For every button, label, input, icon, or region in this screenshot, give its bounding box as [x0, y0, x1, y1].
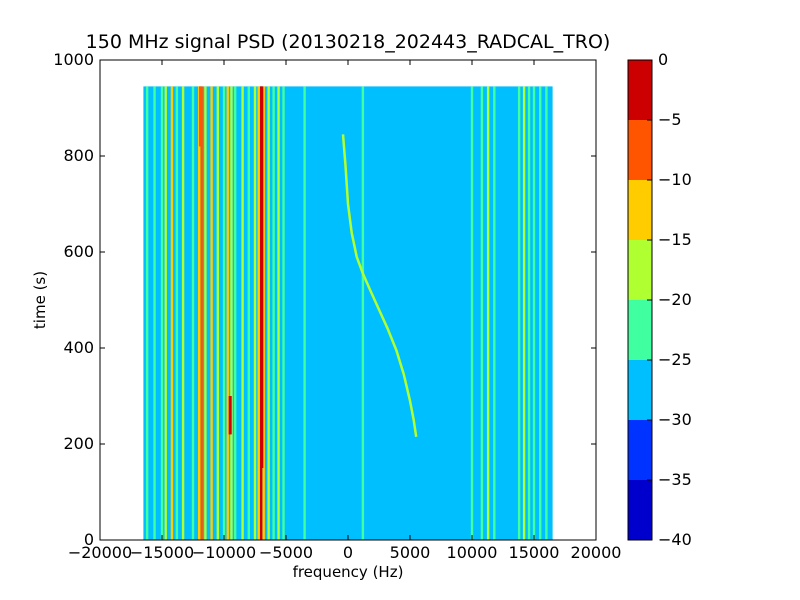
colorbar-tick-label: −20: [658, 290, 692, 309]
x-axis: −20000−15000−10000 −5000 0 5000 10000 15000 20…: [68, 60, 622, 562]
spectral-line: [282, 86, 285, 541]
spectral-line: [517, 86, 521, 541]
x-tick-label: 5000: [390, 543, 431, 562]
x-tick-label: −20000: [68, 543, 132, 562]
spectral-line: [226, 86, 229, 541]
colorbar-band: [628, 360, 652, 420]
y-tick-label: 0: [84, 530, 94, 549]
signal-track: [341, 134, 418, 437]
spectral-line: [361, 86, 365, 541]
colorbar-tick-label: −5: [658, 110, 682, 129]
y-tick-label: 1000: [53, 50, 94, 69]
spectral-line: [470, 86, 474, 541]
colorbar-band: [628, 240, 652, 300]
spectral-line: [153, 86, 156, 541]
spectral-line: [262, 86, 265, 541]
colorbar-band: [628, 120, 652, 180]
spectral-line: [175, 86, 179, 541]
spectral-line: [233, 86, 237, 541]
x-axis-label: frequency (Hz): [293, 563, 404, 581]
spectral-line: [253, 86, 257, 541]
spectral-line: [200, 86, 203, 541]
spectral-line: [522, 86, 526, 541]
colorbar-band: [628, 420, 652, 480]
spectral-line: [486, 86, 490, 541]
spectral-line: [216, 86, 219, 541]
spectral-line: [493, 86, 496, 541]
spectral-line: [191, 86, 195, 541]
colorbar: 0 −5 −10 −15 −20 −25 −30 −35 −40: [627, 50, 692, 549]
y-tick-label: 800: [63, 146, 94, 165]
colorbar-tick-label: −35: [658, 470, 692, 489]
x-tick-label: −15000: [130, 543, 194, 562]
spectral-line: [181, 86, 185, 541]
x-tick-label: −5000: [259, 543, 313, 562]
spectral-line: [241, 86, 244, 541]
colorbar-tick-label: −25: [658, 350, 692, 369]
spectral-line: [198, 86, 201, 541]
spectral-line: [480, 86, 484, 541]
y-tick-label: 400: [63, 338, 94, 357]
colorbar-band: [628, 480, 652, 540]
chart-title: 150 MHz signal PSD (20130218_202443_RADC…: [86, 31, 611, 53]
spectral-line: [164, 86, 167, 541]
heatmap-layer: [143, 86, 553, 541]
spectral-line: [272, 86, 275, 541]
spectral-line: [222, 86, 226, 541]
plot-area: [99, 59, 597, 541]
colorbar-tick-label: −10: [658, 170, 692, 189]
colorbar-tick-label: −15: [658, 230, 692, 249]
spectral-line: [170, 86, 174, 541]
x-tick-label: 10000: [447, 543, 498, 562]
spectral-line: [210, 86, 213, 541]
hot-segment: [228, 396, 232, 435]
spectral-line: [257, 86, 260, 541]
spectral-line: [267, 86, 270, 541]
colorbar-tick-label: −30: [658, 410, 692, 429]
x-tick-label: −10000: [192, 543, 256, 562]
x-tick-label: 20000: [571, 543, 622, 562]
y-axis: 0 200 400 600 800 1000: [53, 50, 596, 549]
spectral-line: [303, 86, 306, 541]
colorbar-band: [628, 180, 652, 240]
spectral-line: [527, 86, 531, 541]
spectral-line: [532, 86, 536, 541]
spectral-line: [204, 86, 207, 541]
colorbar-band: [628, 60, 652, 120]
y-axis-label: time (s): [31, 271, 49, 329]
hot-segment: [198, 86, 202, 147]
spectral-line: [247, 86, 250, 541]
y-tick-label: 600: [63, 242, 94, 261]
x-tick-label: 0: [343, 543, 353, 562]
colorbar-tick-label: 0: [658, 50, 668, 69]
spectral-line: [277, 86, 280, 541]
colorbar-band: [628, 300, 652, 360]
x-tick-label: 15000: [509, 543, 560, 562]
spectral-line: [230, 86, 233, 541]
spectral-line: [545, 86, 548, 541]
colorbar-tick-label: −40: [658, 530, 692, 549]
spectral-line: [145, 86, 149, 541]
spectral-line: [160, 86, 164, 541]
y-tick-label: 200: [63, 434, 94, 453]
hot-segment: [260, 86, 264, 469]
spectral-line: [539, 86, 542, 541]
